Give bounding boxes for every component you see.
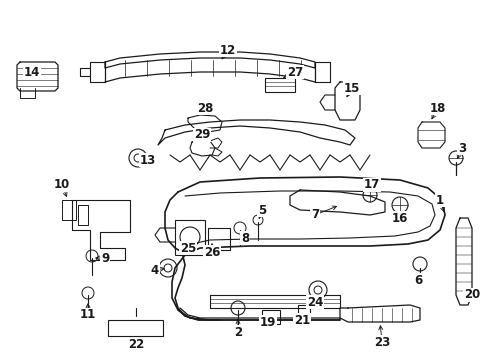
Bar — [262, 310, 280, 324]
Text: 22: 22 — [128, 338, 144, 351]
Text: 25: 25 — [180, 242, 196, 255]
Text: 26: 26 — [203, 246, 220, 258]
Text: 8: 8 — [241, 231, 248, 244]
Text: 7: 7 — [310, 208, 318, 221]
Bar — [207, 228, 229, 250]
Text: 28: 28 — [196, 102, 213, 114]
Text: 21: 21 — [293, 314, 309, 327]
Text: 6: 6 — [413, 274, 421, 287]
Bar — [175, 220, 204, 255]
Bar — [62, 200, 76, 220]
Text: 23: 23 — [373, 336, 389, 348]
Text: 24: 24 — [306, 296, 323, 309]
Text: 13: 13 — [140, 153, 156, 166]
Text: 10: 10 — [54, 179, 70, 192]
Text: 1: 1 — [435, 194, 443, 207]
Text: 18: 18 — [429, 102, 445, 114]
Text: 27: 27 — [286, 66, 303, 78]
Text: 29: 29 — [193, 129, 210, 141]
Text: 5: 5 — [257, 203, 265, 216]
Bar — [297, 305, 309, 323]
Text: 17: 17 — [363, 179, 379, 192]
Bar — [108, 320, 163, 336]
Text: 2: 2 — [233, 325, 242, 338]
Text: 9: 9 — [101, 252, 109, 265]
Text: 12: 12 — [220, 44, 236, 57]
Text: 11: 11 — [80, 309, 96, 321]
Text: 4: 4 — [151, 264, 159, 276]
Text: 14: 14 — [24, 66, 40, 78]
Text: 15: 15 — [343, 81, 360, 94]
Text: 19: 19 — [259, 315, 276, 328]
Text: 16: 16 — [391, 211, 407, 225]
Bar — [264, 78, 294, 92]
Text: 3: 3 — [457, 141, 465, 154]
Text: 20: 20 — [463, 288, 479, 302]
